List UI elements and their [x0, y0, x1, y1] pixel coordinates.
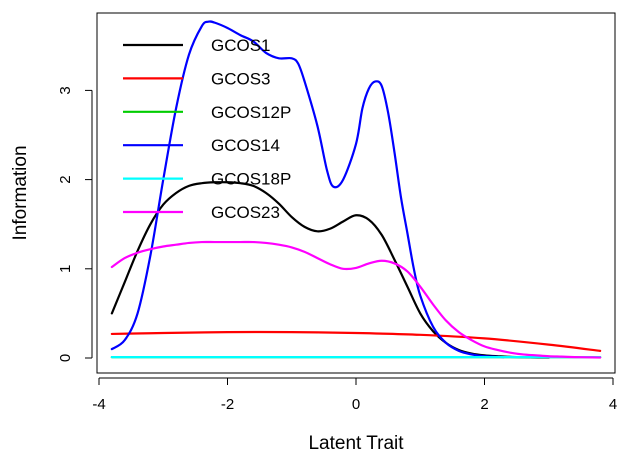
y-tick-label: 2	[57, 175, 74, 183]
y-tick-label: 3	[57, 86, 74, 94]
legend-label-gcos12p: GCOS12P	[211, 103, 291, 122]
x-axis: -4 -2 0 2 4	[92, 377, 617, 413]
y-axis-label: Information	[10, 145, 31, 240]
plot-frame	[96, 12, 616, 374]
legend: GCOS1 GCOS3 GCOS12P GCOS14 GCOS18P GCOS23	[123, 36, 291, 222]
legend-label-gcos14: GCOS14	[211, 136, 280, 155]
series-line-gcos14	[110, 20, 505, 359]
x-tick-label: 0	[352, 396, 360, 413]
series-line-gcos3	[110, 330, 602, 352]
series-line-gcos23	[110, 240, 602, 359]
x-tick-label: -2	[221, 396, 234, 413]
y-tick-label: 0	[57, 354, 74, 362]
x-tick-label: 4	[609, 396, 617, 413]
legend-label-gcos1: GCOS1	[211, 36, 271, 55]
plot-lines	[110, 20, 602, 359]
x-tick-label: -4	[92, 396, 105, 413]
legend-label-gcos18p: GCOS18P	[211, 170, 291, 189]
y-tick-label: 1	[57, 265, 74, 273]
x-tick-label: 2	[480, 396, 488, 413]
y-axis: 0 1 2 3	[57, 86, 93, 362]
legend-label-gcos23: GCOS23	[211, 203, 280, 222]
x-axis-label: Latent Trait	[308, 433, 404, 454]
legend-label-gcos3: GCOS3	[211, 69, 271, 88]
